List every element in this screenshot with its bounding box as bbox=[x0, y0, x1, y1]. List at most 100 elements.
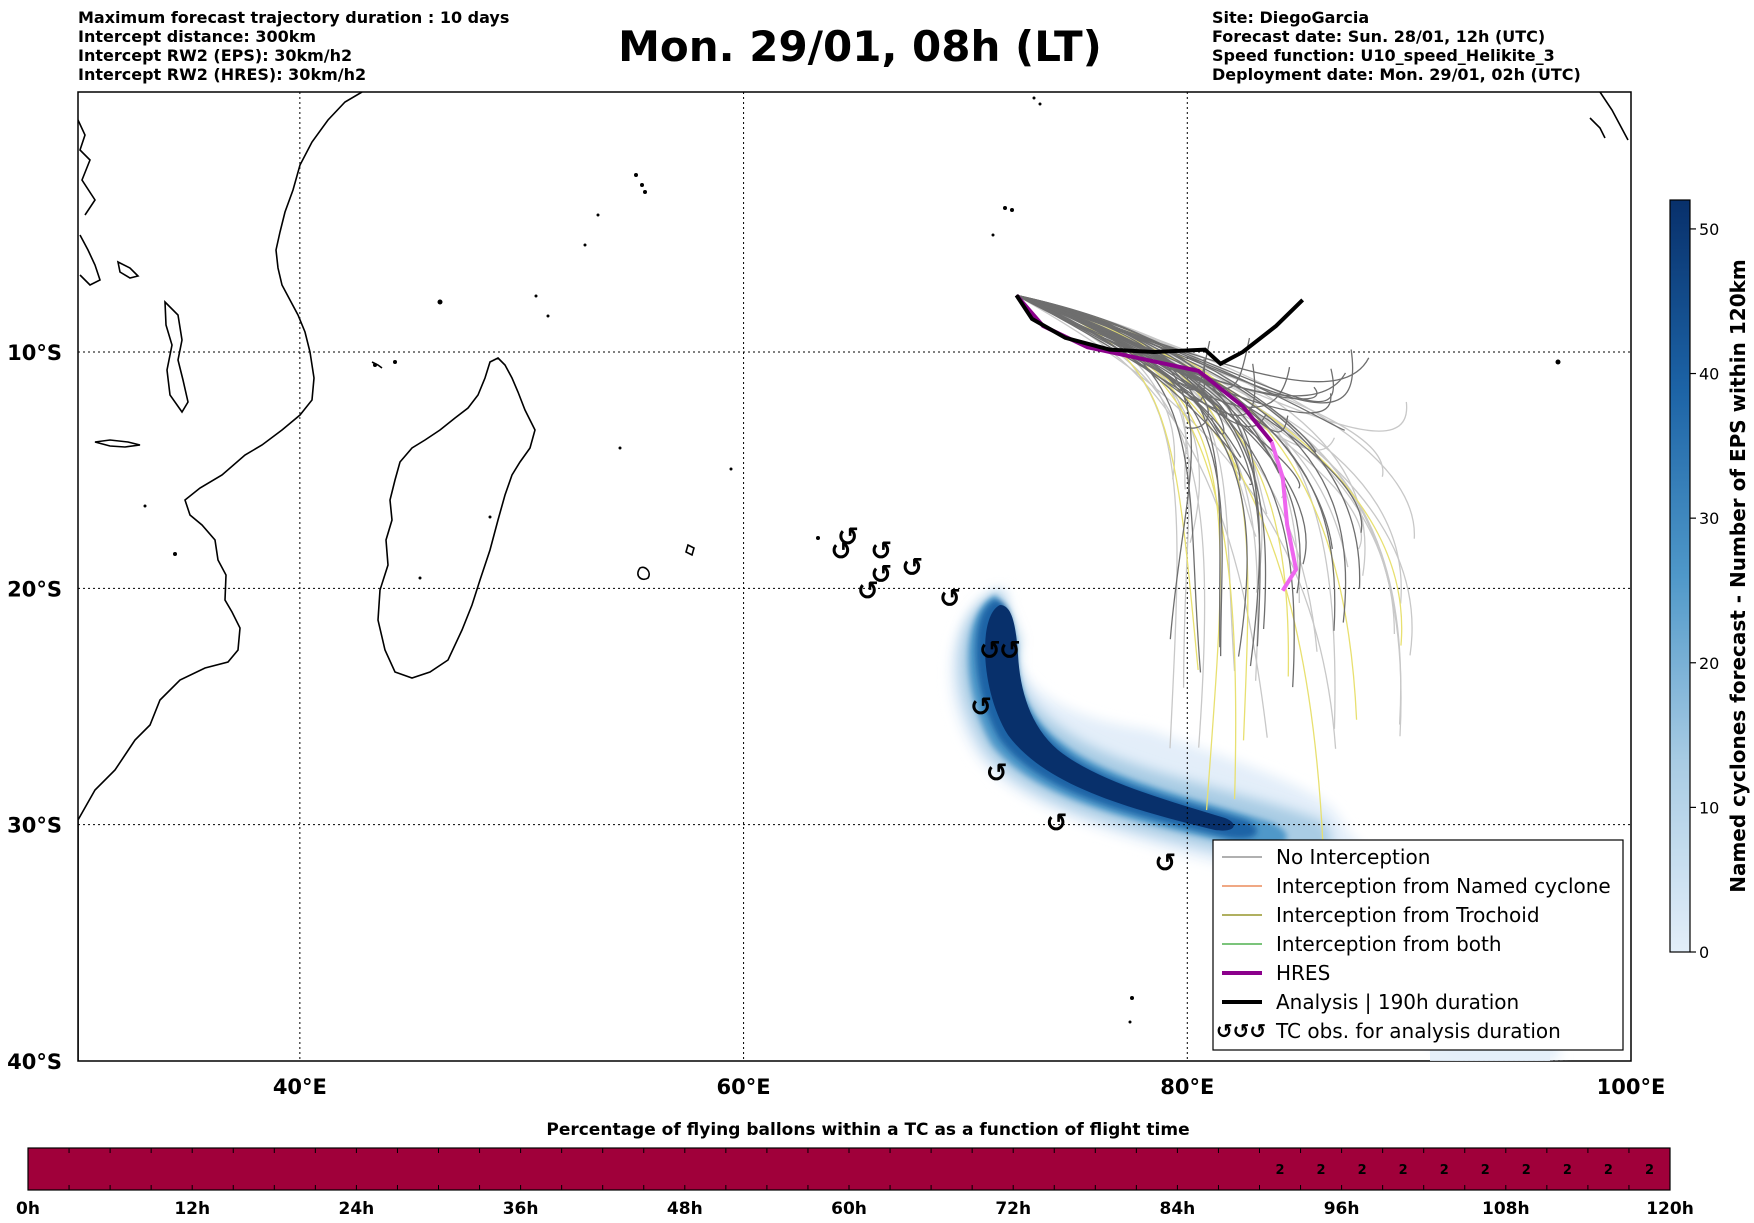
timeline-cell-value: 2 bbox=[1604, 1163, 1613, 1178]
colorbar-tick-label: 40 bbox=[1699, 365, 1719, 384]
latitude-label: 10°S bbox=[7, 341, 62, 365]
legend-label: TC obs. for analysis duration bbox=[1275, 1019, 1561, 1043]
timeline-cell-value: 2 bbox=[1317, 1163, 1326, 1178]
legend-label: Interception from Named cyclone bbox=[1276, 874, 1611, 898]
timeline-bar bbox=[28, 1148, 1670, 1190]
timeline-label: 24h bbox=[339, 1199, 375, 1219]
legend: No Interception Interception from Named c… bbox=[1212, 839, 1624, 1051]
timeline-cell-value: 2 bbox=[1440, 1163, 1449, 1178]
ensemble-track bbox=[1016, 294, 1261, 667]
ensemble-track bbox=[1016, 294, 1336, 631]
header-left: Maximum forecast trajectory duration : 1… bbox=[78, 8, 509, 84]
timeline-cell-value: 2 bbox=[1481, 1163, 1490, 1178]
header-left-line: Intercept RW2 (EPS): 30km/h2 bbox=[78, 46, 353, 65]
legend-label: HRES bbox=[1276, 961, 1330, 985]
ensemble-track bbox=[1016, 294, 1301, 489]
ensemble-track bbox=[1016, 294, 1332, 414]
colorbar-tick-label: 50 bbox=[1699, 220, 1719, 239]
colorbar-ticks: 0 10 20 30 40 50 bbox=[1690, 220, 1719, 962]
timeline: Percentage of flying ballons within a TC… bbox=[16, 1120, 1694, 1219]
longitude-label: 80°E bbox=[1160, 1075, 1214, 1099]
timeline-cell-value: 2 bbox=[1563, 1163, 1572, 1178]
ensemble-track bbox=[1016, 294, 1242, 458]
timeline-label: 108h bbox=[1482, 1199, 1530, 1219]
timeline-labels: 0h 12h 24h 36h 48h 60h 72h 84h 96h 108h 120h bbox=[16, 1199, 1694, 1219]
legend-label: No Interception bbox=[1276, 845, 1430, 869]
header-right-line: Deployment date: Mon. 29/01, 02h (UTC) bbox=[1212, 65, 1581, 84]
timeline-label: 96h bbox=[1324, 1199, 1360, 1219]
colorbar-tick-label: 20 bbox=[1699, 654, 1719, 673]
header-left-line: Maximum forecast trajectory duration : 1… bbox=[78, 8, 510, 27]
latitude-labels: 10°S 20°S 30°S 40°S bbox=[7, 341, 62, 1074]
latitude-label: 20°S bbox=[7, 577, 62, 601]
tc-obs-icon: ↺ bbox=[870, 537, 892, 567]
colorbar-tick-label: 10 bbox=[1699, 798, 1719, 817]
tc-observations: ↺↺ ↺↺ ↺↺ ↺↺↺↺↺↺↺ bbox=[830, 522, 1176, 878]
longitude-label: 60°E bbox=[717, 1075, 771, 1099]
latitude-label: 40°S bbox=[7, 1050, 62, 1074]
tc-obs-icon: ↺ bbox=[999, 636, 1021, 666]
timeline-cell-value: 2 bbox=[1399, 1163, 1408, 1178]
timeline-label: 36h bbox=[503, 1199, 539, 1219]
header-left-line: Intercept distance: 300km bbox=[78, 27, 317, 46]
page-title: Mon. 29/01, 08h (LT) bbox=[618, 22, 1102, 71]
hres-track-late bbox=[1269, 441, 1299, 592]
colorbar-tick-label: 30 bbox=[1699, 509, 1719, 528]
timeline-label: 84h bbox=[1160, 1199, 1196, 1219]
small-islands bbox=[143, 96, 1561, 1024]
tc-obs-icon: ↺ bbox=[986, 759, 1008, 789]
tc-obs-icon: ↺ bbox=[1045, 808, 1067, 838]
tc-obs-icon: ↺ bbox=[1154, 848, 1176, 878]
colorbar: 0 10 20 30 40 50 Named cyclones forecast - Nu… bbox=[1669, 199, 1750, 962]
timeline-cell-value: 2 bbox=[1276, 1163, 1285, 1178]
header-left-line: Intercept RW2 (HRES): 30km/h2 bbox=[78, 65, 367, 84]
timeline-label: 12h bbox=[174, 1199, 210, 1219]
legend-label: Analysis | 190h duration bbox=[1276, 990, 1519, 1014]
tc-obs-icon: ↺ bbox=[830, 537, 852, 567]
ensemble-track bbox=[1016, 294, 1335, 403]
timeline-ticks bbox=[68, 1148, 1630, 1190]
tc-obs-icon: ↺ bbox=[939, 584, 961, 614]
ensemble-track bbox=[1016, 294, 1209, 429]
header-right-line: Speed function: U10_speed_Helikite_3 bbox=[1212, 46, 1555, 65]
timeline-label: 0h bbox=[16, 1199, 40, 1219]
timeline-label: 72h bbox=[995, 1199, 1031, 1219]
tc-obs-icon: ↺ bbox=[837, 522, 859, 552]
header-right-line: Site: DiegoGarcia bbox=[1212, 8, 1370, 27]
timeline-title: Percentage of flying ballons within a TC… bbox=[546, 1120, 1189, 1140]
timeline-cell-value: 2 bbox=[1645, 1163, 1654, 1178]
ensemble-tracks bbox=[1016, 294, 1370, 688]
legend-symbol-icon: ↺↺↺ bbox=[1216, 1019, 1266, 1043]
latitude-label: 30°S bbox=[7, 814, 62, 838]
longitude-label: 100°E bbox=[1597, 1075, 1666, 1099]
ensemble-track bbox=[1016, 294, 1337, 749]
timeline-label: 48h bbox=[667, 1199, 703, 1219]
ensemble-track bbox=[1016, 294, 1334, 549]
header-right-line: Forecast date: Sun. 28/01, 12h (UTC) bbox=[1212, 27, 1546, 46]
graticule bbox=[78, 92, 1631, 1061]
analysis-track bbox=[1014, 294, 1305, 367]
tc-obs-icon: ↺ bbox=[970, 692, 992, 722]
colorbar-label: Named cyclones forecast - Number of EPS … bbox=[1726, 259, 1750, 893]
header-right: Site: DiegoGarcia Forecast date: Sun. 28… bbox=[1212, 8, 1581, 84]
longitude-labels: 40°E 60°E 80°E 100°E bbox=[273, 1075, 1666, 1099]
timeline-cell-value: 2 bbox=[1358, 1163, 1367, 1178]
tc-obs-icon: ↺ bbox=[857, 577, 879, 607]
colorbar-tick-label: 0 bbox=[1699, 943, 1709, 962]
timeline-label: 60h bbox=[831, 1199, 867, 1219]
tc-obs-icon: ↺ bbox=[870, 560, 892, 590]
legend-box bbox=[1212, 839, 1624, 1051]
coastline bbox=[78, 92, 1629, 1061]
tc-obs-icon: ↺ bbox=[901, 553, 923, 583]
colorbar-bar bbox=[1669, 199, 1691, 953]
ensemble-track bbox=[1016, 294, 1317, 453]
longitude-label: 40°E bbox=[273, 1075, 327, 1099]
ensemble-track bbox=[1016, 294, 1221, 648]
timeline-cell-value: 2 bbox=[1522, 1163, 1531, 1178]
timeline-segments: 2 2 2 2 2 2 2 2 2 2 bbox=[1276, 1163, 1654, 1178]
timeline-label: 120h bbox=[1646, 1199, 1694, 1219]
tc-obs-icon: ↺ bbox=[979, 636, 1001, 666]
legend-label: Interception from both bbox=[1276, 932, 1502, 956]
legend-label: Interception from Trochoid bbox=[1276, 903, 1540, 927]
